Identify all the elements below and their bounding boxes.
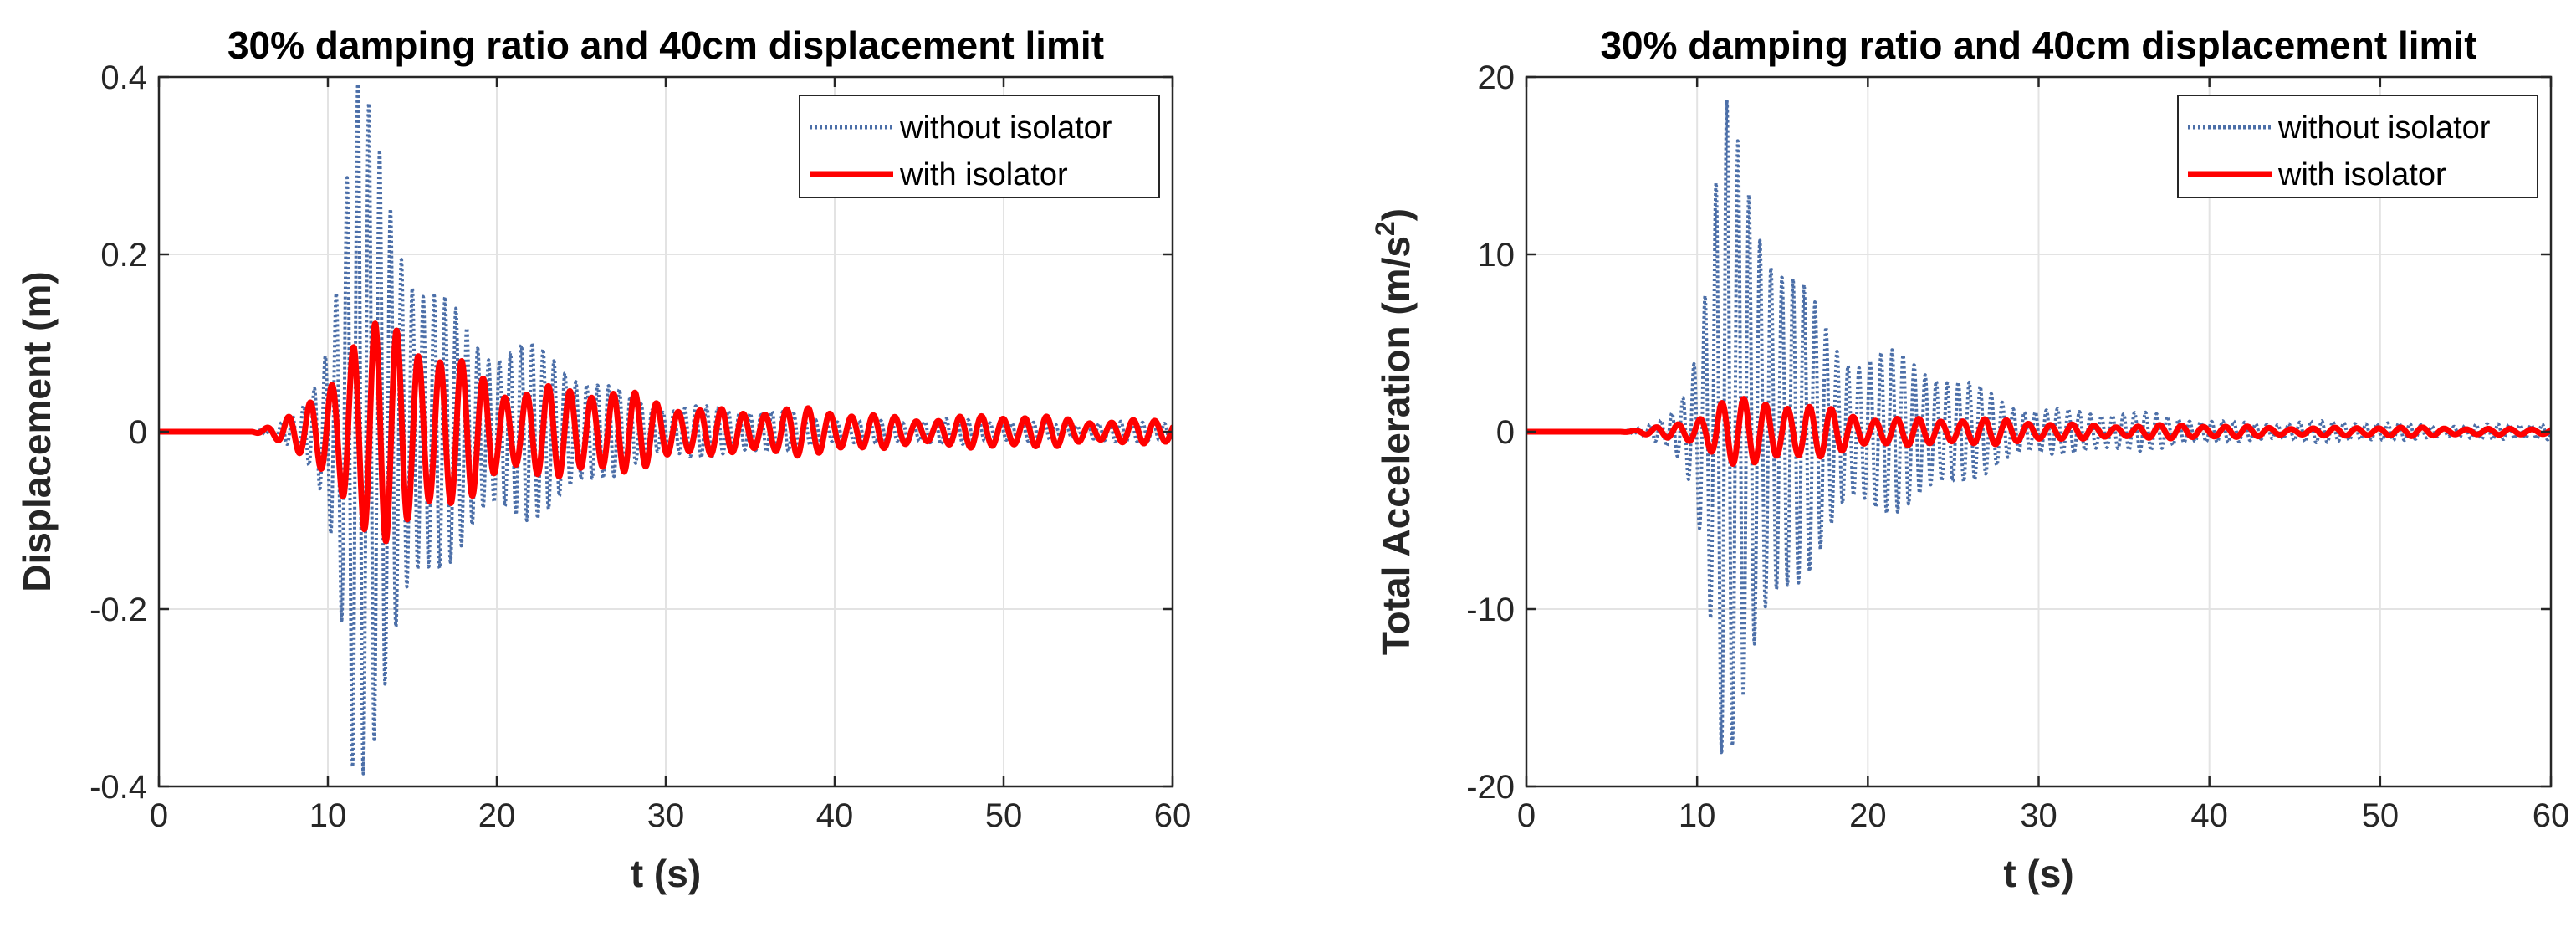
acceleration-chart-panel: 0 10 20 30 40 50 60 -20 -10 0 10 20 30% damping rati… bbox=[1288, 0, 2576, 927]
y-tick-label: 10 bbox=[1478, 237, 1515, 274]
displacement-chart: 0 10 20 30 40 50 60 -0.4 -0.2 0 0.2 0.4 30% damping … bbox=[15, 23, 1192, 895]
series-line-without-isolator bbox=[1526, 98, 2551, 755]
acceleration-chart: 0 10 20 30 40 50 60 -20 -10 0 10 20 30% damping rati… bbox=[1370, 23, 2570, 895]
y-tick-label: -20 bbox=[1466, 769, 1515, 806]
x-tick-label: 60 bbox=[1154, 797, 1192, 834]
y-tick-label: 0 bbox=[1496, 414, 1515, 451]
legend-label: with isolator bbox=[899, 157, 1068, 192]
x-tick-label: 30 bbox=[647, 797, 685, 834]
y-tick-label: -10 bbox=[1466, 592, 1515, 628]
y-axis-label: Total Acceleration (m/s2) bbox=[1370, 208, 1418, 655]
x-tick-label: 50 bbox=[985, 797, 1023, 834]
x-tick-label: 60 bbox=[2533, 797, 2570, 834]
x-tick-label: 40 bbox=[816, 797, 854, 834]
x-axis-label: t (s) bbox=[631, 852, 701, 895]
x-tick-label: 0 bbox=[150, 797, 168, 834]
x-tick-label: 50 bbox=[2362, 797, 2400, 834]
legend-box bbox=[2177, 95, 2538, 198]
x-tick-label: 10 bbox=[1679, 797, 1716, 834]
x-tick-label: 10 bbox=[309, 797, 347, 834]
chart-title: 30% damping ratio and 40cm displacement … bbox=[1600, 23, 2476, 67]
legend-label: without isolator bbox=[899, 110, 1112, 146]
y-tick-label: -0.4 bbox=[89, 769, 147, 806]
x-tick-label: 20 bbox=[1849, 797, 1887, 834]
series-line-with-isolator bbox=[159, 320, 1173, 545]
series-line-with-isolator bbox=[1526, 396, 2551, 467]
y-tick-label: 0.2 bbox=[100, 237, 147, 274]
y-tick-label: -0.2 bbox=[89, 592, 147, 628]
displacement-chart-panel: 0 10 20 30 40 50 60 -0.4 -0.2 0 0.2 0.4 30% damping … bbox=[15, 23, 1192, 895]
x-tick-label: 0 bbox=[1517, 797, 1536, 834]
legend-label: without isolator bbox=[2277, 110, 2491, 146]
series-line-without-isolator bbox=[159, 82, 1173, 776]
series-group bbox=[1526, 98, 2551, 755]
y-tick-label: 20 bbox=[1478, 59, 1515, 96]
legend-label: with isolator bbox=[2277, 157, 2446, 192]
legend-box bbox=[799, 95, 1160, 198]
y-axis-label: Displacement (m) bbox=[15, 271, 59, 592]
chart-title: 30% damping ratio and 40cm displacement … bbox=[227, 23, 1104, 67]
x-axis-label: t (s) bbox=[2003, 852, 2073, 895]
x-tick-label: 20 bbox=[478, 797, 516, 834]
y-tick-label: 0.4 bbox=[100, 59, 147, 96]
series-group bbox=[159, 82, 1173, 776]
x-tick-label: 30 bbox=[2020, 797, 2057, 834]
x-tick-label: 40 bbox=[2190, 797, 2228, 834]
y-tick-label: 0 bbox=[129, 414, 147, 451]
